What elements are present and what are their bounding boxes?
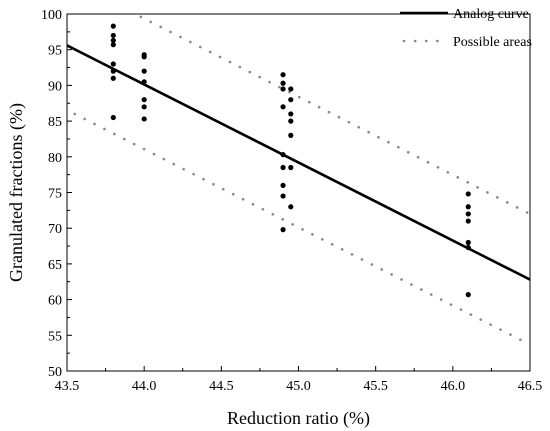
y-tick-label: 100 — [41, 8, 62, 23]
data-point — [288, 204, 294, 210]
data-point — [465, 239, 471, 246]
data-point — [465, 218, 471, 224]
data-point — [465, 191, 471, 197]
data-point — [288, 86, 294, 92]
y-tick-label: 70 — [48, 222, 62, 237]
data-point — [280, 80, 286, 86]
data-point — [288, 118, 294, 124]
y-tick-label: 80 — [48, 151, 62, 166]
data-point — [280, 72, 286, 78]
x-tick-label: 44.5 — [209, 379, 234, 394]
data-point — [110, 61, 116, 67]
y-tick-label: 75 — [48, 187, 62, 202]
data-point — [465, 244, 471, 251]
data-point — [141, 97, 147, 103]
x-tick-label: 46.0 — [441, 379, 466, 394]
data-point — [110, 37, 116, 44]
data-point — [465, 204, 471, 210]
legend-label-analog-curve: Analog curve — [453, 7, 529, 22]
data-point — [110, 68, 116, 74]
data-point — [141, 54, 147, 60]
data-point — [280, 104, 286, 110]
axes: 43.5 44.0 44.5 45.0 45.5 46.0 46.5 50 55 60 65 70 75… — [41, 8, 542, 394]
x-tick-label: 44.0 — [132, 379, 157, 394]
y-tick-label: 65 — [48, 258, 62, 273]
x-axis-title: Reduction ratio (%) — [227, 408, 370, 429]
data-point — [280, 227, 286, 233]
data-point — [110, 32, 116, 39]
data-point — [141, 116, 147, 122]
lower-bound-line — [73, 112, 530, 346]
data-point — [110, 42, 116, 48]
data-point — [280, 164, 286, 171]
y-tick-label: 85 — [48, 115, 62, 130]
data-point — [280, 193, 286, 199]
y-axis-title: Granulated fractions (%) — [6, 103, 27, 282]
data-point — [288, 97, 294, 103]
legend-label-possible-areas: Possible areas — [453, 35, 532, 50]
data-point — [465, 211, 471, 217]
data-point — [141, 68, 147, 74]
data-point — [288, 111, 294, 117]
x-tick-label: 46.5 — [518, 379, 543, 394]
y-tick-label: 90 — [48, 79, 62, 94]
data-point — [280, 182, 286, 188]
analog-curve-line — [67, 44, 530, 281]
data-point — [288, 164, 294, 171]
x-tick-label: 43.5 — [55, 379, 80, 394]
upper-bound-line — [132, 14, 530, 216]
data-point — [141, 104, 147, 110]
x-tick-label: 45.0 — [286, 379, 311, 394]
x-tick-label: 45.5 — [363, 379, 388, 394]
data-point — [110, 23, 116, 29]
data-point — [280, 152, 286, 158]
data-point — [280, 86, 286, 92]
y-tick-label: 95 — [48, 44, 62, 59]
legend: Analog curve Possible areas — [400, 7, 532, 50]
y-tick-label: 55 — [48, 329, 62, 344]
data-point — [110, 75, 116, 81]
data-point — [288, 132, 294, 138]
y-tick-label: 60 — [48, 294, 62, 309]
plot-frame — [66, 13, 531, 372]
data-point — [465, 292, 471, 298]
plot-area — [67, 14, 530, 346]
y-tick-label: 50 — [48, 365, 62, 380]
data-point — [110, 114, 116, 121]
data-point — [141, 79, 147, 85]
